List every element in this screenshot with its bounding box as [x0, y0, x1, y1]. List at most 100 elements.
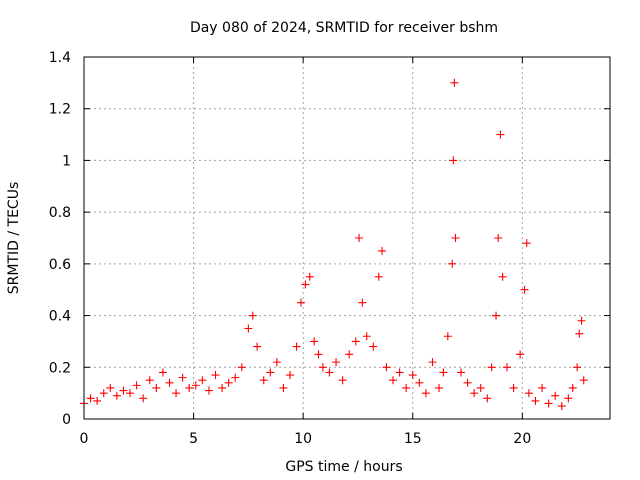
data-point — [470, 389, 479, 398]
data-point — [272, 358, 281, 367]
data-point — [351, 337, 360, 346]
data-point — [516, 350, 525, 359]
data-point — [415, 378, 424, 387]
data-point — [191, 381, 200, 390]
data-point — [463, 378, 472, 387]
data-point — [448, 259, 457, 268]
data-point — [450, 78, 459, 87]
y-axis-label: SRMTID / TECUs — [6, 182, 22, 295]
data-point — [358, 298, 367, 307]
data-point — [443, 332, 452, 341]
plot-frame — [83, 56, 611, 420]
data-point — [395, 368, 404, 377]
data-point — [296, 298, 305, 307]
data-point — [435, 383, 444, 392]
data-point — [564, 394, 573, 403]
data-point — [492, 311, 501, 320]
y-tick-label: 1.2 — [49, 102, 71, 118]
data-point — [338, 376, 347, 385]
data-point — [531, 396, 540, 405]
data-point — [402, 383, 411, 392]
data-point — [498, 272, 507, 281]
data-point — [538, 383, 547, 392]
data-point — [369, 342, 378, 351]
data-point — [106, 383, 115, 392]
data-point — [204, 386, 213, 395]
data-point — [86, 394, 95, 403]
x-tick-label: 5 — [189, 431, 198, 447]
data-point — [382, 363, 391, 372]
data-point — [165, 378, 174, 387]
data-point — [292, 342, 301, 351]
data-point — [520, 285, 529, 294]
data-point — [575, 329, 584, 338]
data-point — [345, 350, 354, 359]
data-point — [305, 272, 314, 281]
data-point — [502, 363, 511, 372]
data-point — [476, 383, 485, 392]
data-point — [198, 376, 207, 385]
data-point — [279, 383, 288, 392]
data-point — [145, 376, 154, 385]
data-point — [224, 378, 233, 387]
data-point — [439, 368, 448, 377]
y-tick-label: 0.4 — [49, 309, 71, 325]
y-tick-label: 0.2 — [49, 360, 71, 376]
x-tick-label: 20 — [513, 431, 531, 447]
data-point — [332, 358, 341, 367]
data-point — [483, 394, 492, 403]
data-point — [172, 389, 181, 398]
data-point — [259, 376, 268, 385]
data-point — [248, 311, 257, 320]
data-point — [318, 363, 327, 372]
data-point — [577, 316, 586, 325]
data-point — [487, 363, 496, 372]
data-point — [139, 394, 148, 403]
x-tick-label: 0 — [80, 431, 89, 447]
chart-title: Day 080 of 2024, SRMTID for receiver bsh… — [190, 20, 498, 36]
data-point — [449, 156, 458, 165]
data-point — [314, 350, 323, 359]
data-point — [374, 272, 383, 281]
data-point — [218, 383, 227, 392]
data-point — [237, 363, 246, 372]
data-point — [286, 371, 295, 380]
data-point — [93, 396, 102, 405]
data-point — [579, 376, 588, 385]
data-points — [80, 78, 588, 411]
data-point — [573, 363, 582, 372]
data-point — [119, 386, 128, 395]
x-axis-label: GPS time / hours — [285, 459, 402, 475]
data-point — [568, 383, 577, 392]
y-tick-labels: 0 0.2 0.4 0.6 0.8 1 1.2 1.4 — [49, 50, 71, 428]
y-tick-label: 1.4 — [49, 50, 71, 66]
x-tick-label: 10 — [294, 431, 312, 447]
data-point — [522, 239, 531, 248]
data-point — [378, 246, 387, 255]
data-point — [456, 368, 465, 377]
data-point — [524, 389, 533, 398]
data-point — [132, 381, 141, 390]
y-tick-label: 0 — [62, 412, 71, 428]
y-tick-label: 1 — [62, 153, 71, 169]
data-point — [244, 324, 253, 333]
data-point — [421, 389, 430, 398]
data-point — [152, 383, 161, 392]
data-point — [185, 383, 194, 392]
data-point — [301, 280, 310, 289]
data-point — [158, 368, 167, 377]
data-point — [310, 337, 319, 346]
x-tick-label: 15 — [404, 431, 422, 447]
x-tick-labels: 0 5 10 15 20 — [80, 431, 532, 447]
data-point — [389, 376, 398, 385]
y-tick-label: 0.6 — [49, 257, 71, 273]
data-point — [494, 234, 503, 242]
y-tick-label: 0.8 — [49, 205, 71, 221]
data-point — [496, 130, 505, 139]
data-point — [544, 399, 553, 408]
data-point — [253, 342, 262, 351]
data-point — [126, 389, 135, 398]
data-point — [211, 371, 220, 380]
data-point — [355, 234, 364, 242]
